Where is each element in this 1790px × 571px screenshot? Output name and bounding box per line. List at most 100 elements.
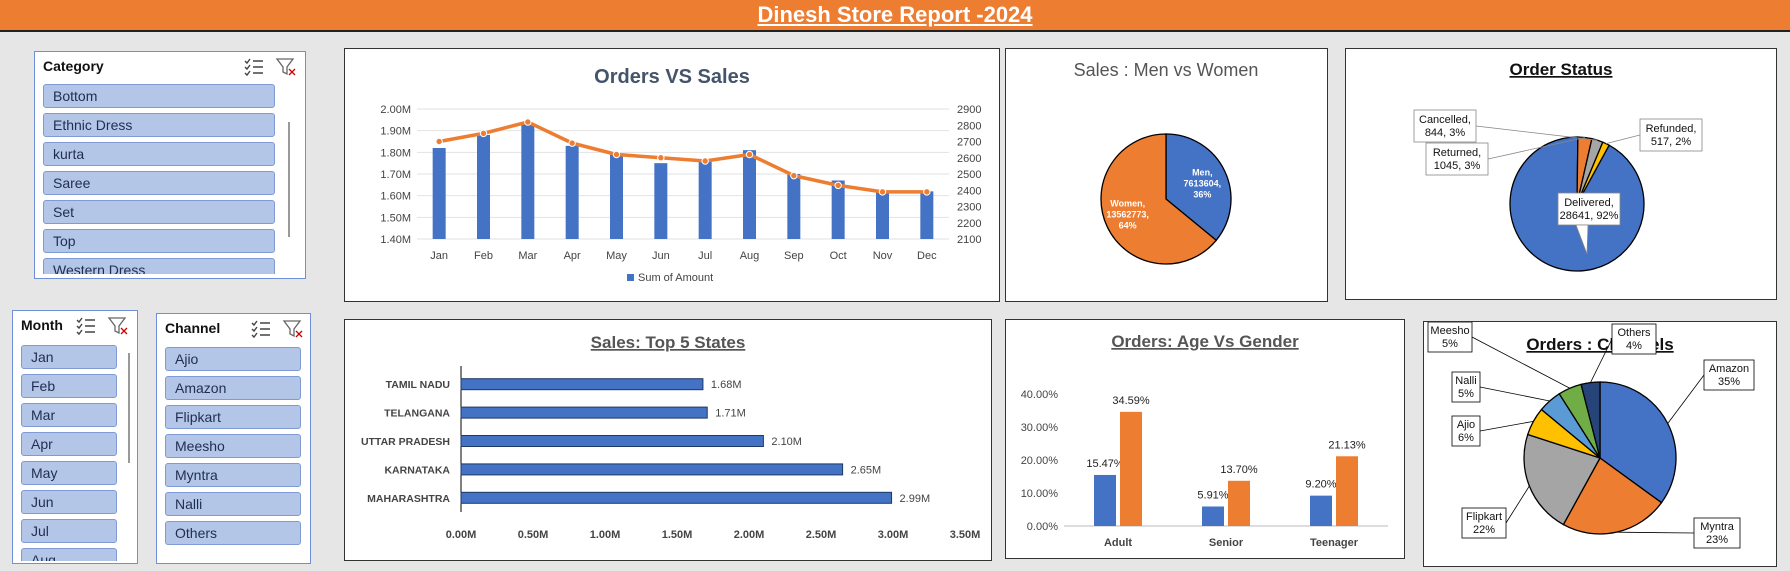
clear-filter-icon[interactable] [275,57,297,77]
bar [1120,411,1142,526]
slice-label: Others 4% [1617,327,1651,352]
slicer-item[interactable]: Saree [43,171,275,195]
bar [521,124,535,239]
slicer-item[interactable]: Ethnic Dress [43,113,275,137]
x-tick-label: 2.50M [806,529,837,541]
slicer-item[interactable]: Jul [21,519,117,543]
label-box [1451,415,1481,447]
slicer-item[interactable]: Set [43,200,275,224]
bar [654,163,668,239]
x-tick-label: 1.50M [662,529,693,541]
category-slicer[interactable]: Category Bottom Ethnic Dress kurta Saree… [34,51,306,279]
multi-select-icon[interactable] [75,316,97,336]
chart-title: Order Status [1510,60,1613,79]
chart-title: Orders VS Sales [594,66,750,88]
scrollbar[interactable] [288,122,290,237]
scrollbar[interactable] [128,353,130,463]
y-tick-label: 10.00% [1021,488,1059,500]
month-slicer[interactable]: Month Jan Feb Mar Apr May Jun Jul Aug [12,310,138,564]
bar [831,180,845,239]
month-item-list: Jan Feb Mar Apr May Jun Jul Aug [13,311,139,561]
clear-filter-icon[interactable] [107,316,129,336]
label-callout [1413,109,1477,143]
slicer-item[interactable]: Flipkart [165,405,301,429]
bar [698,161,712,239]
age-vs-gender-panel: Orders: Age Vs Gender 0.00% 10.00% 20.00% 3… [1005,319,1405,559]
channel-slicer[interactable]: Channel Ajio Amazon Flipkart Meesho Mynt… [156,313,311,564]
x-tick-label: Jul [698,250,712,262]
line-point [435,137,443,146]
slicer-item[interactable]: Feb [21,374,117,398]
bar [1094,474,1116,526]
label-box [1703,359,1755,391]
x-tick-label: Teenager [1310,537,1359,549]
x-tick-label: Aug [740,250,760,262]
y2-tick-label: 2800 [957,120,981,132]
slicer-item[interactable]: Jun [21,490,117,514]
slice-label: Refunded, 517, 2% [1646,123,1697,148]
y-tick-label: KARNATAKA [384,464,450,476]
slicer-item[interactable]: Bottom [43,84,275,108]
bar [610,154,623,239]
line-point [568,139,576,147]
line-point [923,188,931,196]
line-point [657,154,665,162]
y-tick-label: 30.00% [1021,422,1059,434]
men-vs-women-chart: Sales : Men vs Women Men, 7613604, 36% Wome… [1074,60,1258,265]
label-box [1461,507,1507,539]
chart-title: Orders: Age Vs Gender [1111,332,1299,351]
label-callout [1639,118,1703,152]
x-tick-label: Jan [430,250,448,262]
data-label: 1.71M [715,408,746,420]
y2-tick-label: 2200 [957,218,981,230]
bar [1202,506,1224,526]
slicer-item[interactable]: Ajio [165,347,301,371]
slicer-item[interactable]: Meesho [165,434,301,458]
line-point [745,150,754,159]
data-label: 9.20% [1305,479,1336,491]
slicer-item[interactable]: Others [165,521,301,545]
line-point [701,157,709,165]
slicer-item[interactable]: Apr [21,432,117,456]
bar [787,174,801,239]
slicer-item[interactable]: kurta [43,142,275,166]
x-tick-label: Adult [1104,537,1132,549]
bar [1336,456,1358,526]
label-callout [1425,142,1489,176]
slicer-item[interactable]: Western Dress [43,258,275,274]
orders-channels-chart: Orders : Channels Amazon 35%Myntra 23%Flip… [1427,321,1755,549]
slicer-item[interactable]: Mar [21,403,117,427]
data-label: 34.59% [1112,395,1150,407]
leader-line [1590,338,1613,383]
slicer-item[interactable]: Amazon [165,376,301,400]
slicer-item[interactable]: Myntra [165,463,301,487]
slicer-item[interactable]: Nalli [165,492,301,516]
x-tick-label: May [606,250,627,262]
y-tick-label: 40.00% [1021,389,1059,401]
multi-select-icon[interactable] [243,57,265,77]
x-tick-label: Jun [652,250,670,262]
bar [743,150,756,239]
multi-select-icon[interactable] [250,319,272,339]
leader-line [1487,137,1586,160]
slice-label: Amazon 35% [1709,363,1749,388]
x-tick-label: Dec [917,250,937,262]
legend-swatch [627,274,634,281]
report-title: Dinesh Store Report -2024 [757,2,1033,27]
line-point [479,129,488,138]
leader-line [1479,420,1534,432]
channel-slicer-header: Channel [165,320,221,336]
slicer-item[interactable]: May [21,461,117,485]
x-tick-label: 0.00M [446,529,477,541]
leader-line [1471,336,1571,389]
slicer-item[interactable]: Aug [21,548,117,561]
slicer-item[interactable]: Jan [21,345,117,369]
order-status-panel: Order Status Delivered, 28641, 92% Returne… [1345,48,1777,300]
bar [1310,495,1332,526]
age-vs-gender-chart: Orders: Age Vs Gender 0.00% 10.00% 20.00% 3… [1021,332,1388,549]
line-point [524,118,532,126]
clear-filter-icon[interactable] [282,319,304,339]
slicer-item[interactable]: Top [43,229,275,253]
y-tick-label: 1.80M [380,147,411,159]
category-slicer-header: Category [43,58,104,74]
